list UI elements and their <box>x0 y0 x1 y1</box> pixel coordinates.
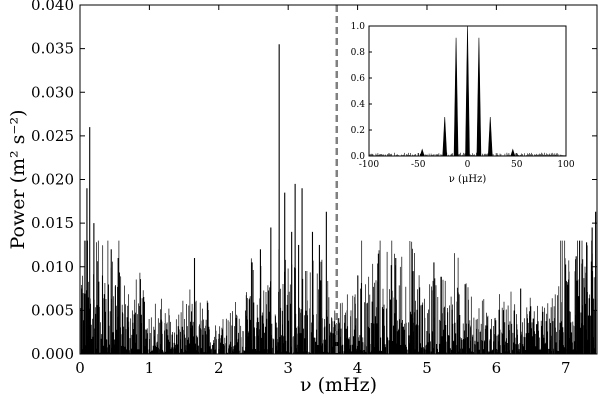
y-tick-label: 0.015 <box>31 214 74 232</box>
inset-y-tick-label: 1.0 <box>351 22 366 32</box>
inset-y-tick-label: 0.8 <box>351 48 366 58</box>
x-tick-label: 4 <box>353 359 363 377</box>
x-tick-label: 5 <box>422 359 432 377</box>
x-tick-label: 2 <box>214 359 224 377</box>
inset-x-tick-label: 0 <box>465 160 471 170</box>
x-tick-label: 1 <box>145 359 155 377</box>
y-axis-label: Power (m² s⁻²) <box>7 110 29 250</box>
main-plot: 0 1 2 3 4 5 6 7 0.000 0.005 0.010 0.015 0.020 0.025 0.… <box>7 0 598 396</box>
y-tick-label: 0.000 <box>31 345 74 363</box>
inset-y-tick-label: 0.6 <box>351 74 366 84</box>
x-tick-label: 0 <box>75 359 85 377</box>
x-tick-label: 7 <box>561 359 571 377</box>
inset-x-tick-label: 100 <box>557 160 574 170</box>
inset-y-tick-label: 0.4 <box>351 100 366 110</box>
noise-floor <box>80 240 596 354</box>
y-tick-label: 0.035 <box>31 40 74 58</box>
y-tick-label: 0.025 <box>31 127 74 145</box>
y-tick-label: 0.010 <box>31 258 74 276</box>
y-tick-label: 0.040 <box>31 0 74 14</box>
y-tick-label: 0.020 <box>31 171 74 189</box>
inset-x-tick-label: 50 <box>511 160 523 170</box>
x-tick-label: 3 <box>283 359 293 377</box>
x-axis-label: ν (mHz) <box>300 374 377 396</box>
inset-x-tick-label: -50 <box>411 160 426 170</box>
inset-y-tick-label: 0.0 <box>351 152 366 162</box>
y-tick-label: 0.030 <box>31 83 74 101</box>
inset-x-axis-label: ν (μHz) <box>449 174 487 185</box>
inset-plot: -100 -50 0 50 100 0.0 0.2 0.4 0.6 0.8 1.0 ν (μHz) <box>341 22 575 192</box>
x-tick-label: 6 <box>492 359 502 377</box>
inset-y-tick-label: 0.2 <box>351 126 365 136</box>
y-tick-label: 0.005 <box>31 301 74 319</box>
inset-x-tick-label: -100 <box>359 160 379 170</box>
